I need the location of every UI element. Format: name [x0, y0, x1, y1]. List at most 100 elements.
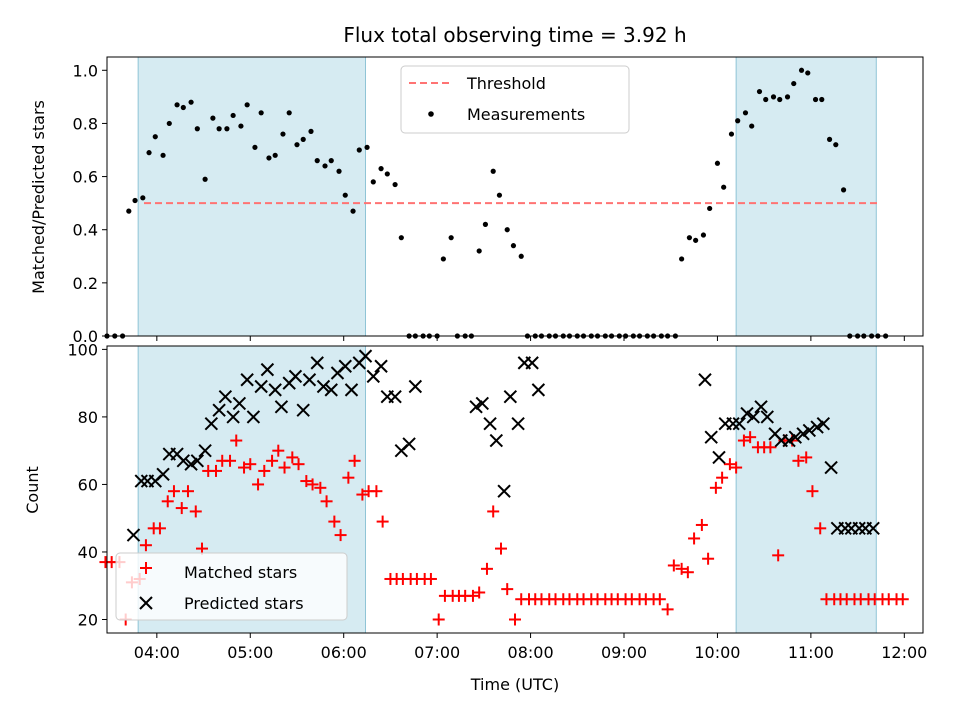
matched-star-point	[334, 529, 347, 542]
matched-star-point	[764, 441, 777, 454]
measurement-point	[504, 227, 510, 233]
matched-star-point	[487, 505, 500, 518]
measurement-point	[350, 208, 356, 214]
matched-star-point	[348, 454, 361, 467]
measurement-point	[146, 150, 152, 156]
predicted-star-point	[218, 389, 233, 404]
measurement-point	[370, 179, 376, 185]
measurement-point	[384, 171, 390, 177]
predicted-star-point	[268, 383, 282, 397]
measurement-point	[398, 235, 404, 241]
predicted-star-point	[503, 389, 518, 404]
predicted-star-point	[782, 433, 796, 448]
predicted-star-point	[316, 379, 331, 394]
legend-matched-label: Matched stars	[184, 563, 297, 582]
matched-star-point	[709, 481, 722, 494]
matched-star-point	[306, 478, 319, 491]
measurement-point	[784, 94, 791, 100]
measurement-point	[140, 195, 146, 201]
x-tick-label: 07:00	[414, 643, 460, 662]
predicted-star-point	[288, 369, 303, 384]
measurement-point	[258, 110, 264, 116]
measurement-point	[686, 235, 693, 241]
measurement-point	[805, 70, 811, 76]
measurement-point	[280, 131, 286, 137]
measurement-point	[812, 96, 819, 103]
shaded-interval	[137, 56, 367, 337]
measurement-point	[224, 126, 230, 132]
bottom-legend: Matched stars Predicted stars	[115, 552, 348, 621]
measurement-point	[840, 187, 847, 193]
bottom-plot-frame	[106, 345, 924, 634]
x-tick-label: 12:00	[881, 643, 927, 662]
predicted-star-point	[254, 379, 268, 394]
predicted-star-point	[726, 416, 740, 431]
predicted-star-point	[802, 423, 817, 438]
y-tick-label: 0.0	[73, 327, 98, 346]
predicted-star-point	[176, 454, 191, 468]
measurement-point	[476, 248, 482, 254]
y-tick-label: 100	[67, 340, 98, 359]
matched-star-point	[896, 593, 909, 606]
measurement-point	[364, 144, 370, 150]
measurement-point	[188, 99, 194, 105]
matched-star-point	[292, 458, 305, 471]
predicted-star-point	[240, 373, 254, 387]
predicted-star-point	[366, 369, 380, 384]
measurement-point	[194, 126, 200, 132]
measurement-point	[440, 256, 446, 262]
x-tick-label: 11:00	[788, 643, 834, 662]
matched-star-point	[466, 589, 479, 602]
measurement-point	[721, 184, 727, 190]
matched-star-point	[806, 485, 819, 498]
measurement-point	[230, 112, 236, 119]
measurement-point	[777, 96, 783, 103]
predicted-star-point	[489, 433, 504, 448]
measurement-point	[693, 237, 699, 243]
matched-star-point	[252, 478, 265, 491]
matched-star-point	[716, 471, 729, 484]
measurement-point	[160, 152, 166, 158]
matched-star-point	[320, 495, 333, 508]
measurements-points	[104, 67, 889, 339]
predicted-star-point	[324, 383, 338, 397]
matched-star-point	[702, 552, 715, 565]
bottom-chart-panel: 20 40 60 80 100 04:00 05:00 06:00 07:00 08:00 09:…	[23, 340, 927, 694]
measurement-point	[518, 253, 524, 259]
predicted-star-point	[760, 410, 774, 424]
measurement-point	[510, 243, 517, 249]
measurement-point	[791, 80, 797, 87]
shaded-interval	[735, 345, 877, 634]
predicted-star-point	[134, 474, 148, 488]
predicted-star-point	[740, 406, 754, 421]
bottom-y-axis-label: Count	[23, 466, 42, 514]
matched-star-point	[328, 515, 341, 528]
measurement-point	[392, 181, 398, 188]
matched-star-point	[181, 485, 194, 498]
predicted-star-point	[746, 410, 760, 424]
predicted-star-point	[260, 362, 275, 377]
measurement-point	[448, 235, 454, 241]
x-tick-label: 08:00	[508, 643, 554, 662]
matched-star-point	[695, 518, 708, 531]
y-tick-label: 0.4	[73, 221, 98, 240]
predicted-star-point	[796, 427, 810, 441]
predicted-star-point	[344, 383, 359, 397]
chart-title: Flux total observing time = 3.92 h	[343, 23, 686, 47]
matched-star-point	[175, 502, 188, 515]
x-axis-label: Time (UTC)	[470, 675, 559, 694]
measurement-point	[328, 158, 334, 164]
matched-star-point	[356, 488, 369, 501]
matched-star-point	[286, 451, 299, 464]
predicted-star-point	[374, 359, 388, 373]
measurement-point	[286, 110, 292, 116]
matched-star-point	[314, 481, 327, 494]
matched-star-point	[661, 603, 674, 616]
x-tick-label: 05:00	[227, 643, 273, 662]
measurement-point	[216, 126, 222, 132]
predicted-star-point	[388, 389, 402, 404]
predicted-star-point	[156, 467, 170, 482]
predicted-star-point	[838, 521, 852, 536]
measurement-point	[180, 104, 186, 111]
matched-star-point	[210, 464, 223, 477]
